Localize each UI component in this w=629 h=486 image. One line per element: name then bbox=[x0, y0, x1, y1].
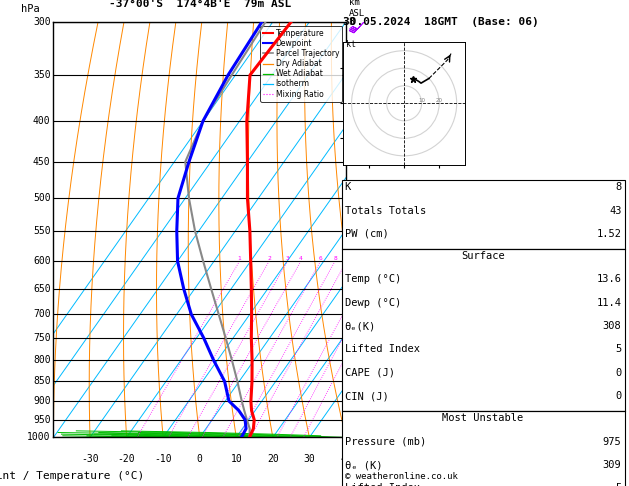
Text: © weatheronline.co.uk: © weatheronline.co.uk bbox=[345, 472, 457, 481]
Text: 450: 450 bbox=[33, 157, 50, 167]
Text: 7: 7 bbox=[349, 70, 355, 80]
Text: 600: 600 bbox=[33, 256, 50, 266]
Text: 2: 2 bbox=[349, 355, 355, 365]
Text: 20: 20 bbox=[267, 454, 279, 464]
Text: 3: 3 bbox=[286, 256, 289, 261]
Text: -30: -30 bbox=[81, 454, 99, 464]
Text: 350: 350 bbox=[33, 70, 50, 80]
Text: 4: 4 bbox=[299, 256, 303, 261]
Text: 5: 5 bbox=[349, 193, 355, 203]
Text: 0: 0 bbox=[197, 454, 203, 464]
Text: 10: 10 bbox=[418, 98, 425, 103]
Text: Surface: Surface bbox=[461, 251, 505, 261]
Text: 650: 650 bbox=[33, 284, 50, 294]
Text: 30.05.2024  18GMT  (Base: 06): 30.05.2024 18GMT (Base: 06) bbox=[343, 17, 538, 27]
Text: 1: 1 bbox=[349, 396, 355, 406]
Text: -37°00'S  174°4B'E  79m ASL: -37°00'S 174°4B'E 79m ASL bbox=[109, 0, 291, 9]
Text: Pressure (mb): Pressure (mb) bbox=[345, 437, 426, 447]
Text: 400: 400 bbox=[33, 116, 50, 126]
Text: -20: -20 bbox=[118, 454, 135, 464]
Text: 3: 3 bbox=[349, 309, 355, 319]
Text: 0: 0 bbox=[615, 391, 621, 401]
Text: 1.52: 1.52 bbox=[596, 229, 621, 239]
Text: 950: 950 bbox=[33, 415, 50, 425]
Text: 6: 6 bbox=[349, 116, 355, 126]
Text: 1: 1 bbox=[238, 256, 242, 261]
Text: 1000: 1000 bbox=[27, 433, 50, 442]
Text: 5: 5 bbox=[615, 345, 621, 354]
Text: 308: 308 bbox=[603, 321, 621, 331]
Text: Temp (°C): Temp (°C) bbox=[345, 275, 401, 284]
Text: K: K bbox=[345, 182, 351, 192]
Text: 800: 800 bbox=[33, 355, 50, 365]
Text: 20: 20 bbox=[436, 98, 443, 103]
Text: LCL: LCL bbox=[349, 424, 364, 433]
Text: Most Unstable: Most Unstable bbox=[442, 414, 524, 423]
Text: 6: 6 bbox=[319, 256, 323, 261]
Text: 0: 0 bbox=[615, 368, 621, 378]
Text: 700: 700 bbox=[33, 309, 50, 319]
Text: hPa: hPa bbox=[21, 3, 40, 14]
Text: Lifted Index: Lifted Index bbox=[345, 345, 420, 354]
Text: -10: -10 bbox=[154, 454, 172, 464]
Text: 8: 8 bbox=[615, 182, 621, 192]
Text: 8: 8 bbox=[349, 17, 355, 27]
Text: 900: 900 bbox=[33, 396, 50, 406]
Text: 850: 850 bbox=[33, 376, 50, 386]
Text: km
ASL: km ASL bbox=[349, 0, 365, 17]
Text: 30: 30 bbox=[304, 454, 315, 464]
Text: CAPE (J): CAPE (J) bbox=[345, 368, 394, 378]
Text: 550: 550 bbox=[33, 226, 50, 236]
Text: 309: 309 bbox=[603, 460, 621, 470]
Text: 13.6: 13.6 bbox=[596, 275, 621, 284]
Text: kt: kt bbox=[347, 40, 356, 49]
Text: 300: 300 bbox=[33, 17, 50, 27]
Text: 500: 500 bbox=[33, 193, 50, 203]
Text: 5: 5 bbox=[615, 484, 621, 486]
Text: θₑ (K): θₑ (K) bbox=[345, 460, 382, 470]
Text: CIN (J): CIN (J) bbox=[345, 391, 389, 401]
Text: 8: 8 bbox=[333, 256, 337, 261]
Text: 43: 43 bbox=[609, 206, 621, 216]
Text: 2: 2 bbox=[267, 256, 271, 261]
Text: 40: 40 bbox=[340, 454, 352, 464]
Text: PW (cm): PW (cm) bbox=[345, 229, 389, 239]
Text: 750: 750 bbox=[33, 333, 50, 343]
Text: θₑ(K): θₑ(K) bbox=[345, 321, 376, 331]
Text: 975: 975 bbox=[603, 437, 621, 447]
Legend: Temperature, Dewpoint, Parcel Trajectory, Dry Adiabat, Wet Adiabat, Isotherm, Mi: Temperature, Dewpoint, Parcel Trajectory… bbox=[260, 26, 342, 102]
Text: 10: 10 bbox=[230, 454, 242, 464]
Text: Totals Totals: Totals Totals bbox=[345, 206, 426, 216]
Text: Dewpoint / Temperature (°C): Dewpoint / Temperature (°C) bbox=[0, 470, 145, 481]
Text: 4: 4 bbox=[349, 256, 355, 266]
Text: Lifted Index: Lifted Index bbox=[345, 484, 420, 486]
Text: Dewp (°C): Dewp (°C) bbox=[345, 298, 401, 308]
Text: 11.4: 11.4 bbox=[596, 298, 621, 308]
